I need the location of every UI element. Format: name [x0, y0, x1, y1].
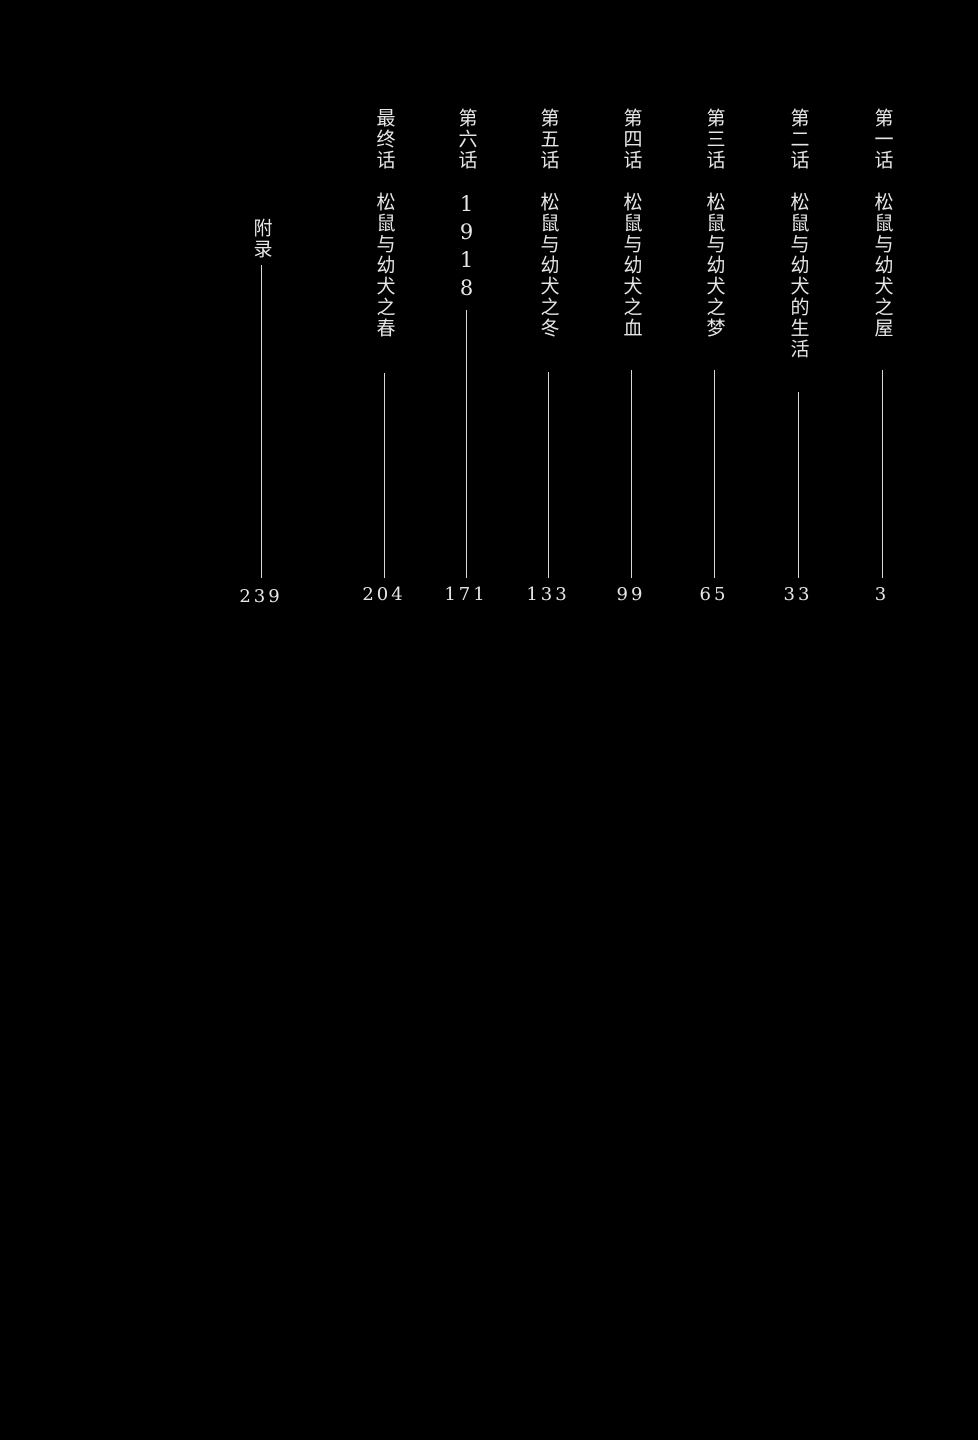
page-number: 99	[616, 584, 646, 605]
page-number: 33	[783, 584, 813, 605]
chapter-title: 松鼠与幼犬之血	[620, 192, 643, 339]
leader-line	[261, 265, 262, 578]
toc-entry[interactable]: 第六话 1918 171	[444, 0, 488, 620]
leader-line	[548, 372, 549, 578]
chapter-label: 第五话	[537, 108, 560, 171]
chapter-label: 第二话	[787, 108, 810, 171]
page-number: 133	[526, 584, 570, 605]
leader-line	[466, 310, 467, 578]
chapter-title: 松鼠与幼犬之冬	[537, 192, 560, 339]
chapter-label: 最终话	[373, 108, 396, 171]
entry-heading: 第五话 松鼠与幼犬之冬	[537, 108, 560, 339]
chapter-title: 1918	[454, 192, 479, 304]
page-number: 204	[362, 584, 406, 605]
chapter-label: 附录	[250, 218, 273, 260]
leader-line	[714, 370, 715, 578]
page-number: 239	[239, 586, 283, 607]
toc-entry[interactable]: 最终话 松鼠与幼犬之春 204	[362, 0, 406, 620]
entry-heading: 第四话 松鼠与幼犬之血	[620, 108, 643, 339]
chapter-title: 松鼠与幼犬之梦	[703, 192, 726, 339]
toc-entry[interactable]: 第五话 松鼠与幼犬之冬 133	[526, 0, 570, 620]
toc-entry[interactable]: 第四话 松鼠与幼犬之血 99	[611, 0, 651, 620]
page-number: 3	[874, 584, 890, 605]
toc-entry[interactable]: 第二话 松鼠与幼犬的生活 33	[778, 0, 818, 620]
page-number: 65	[699, 584, 729, 605]
entry-heading: 第六话 1918	[454, 108, 479, 304]
toc-entry[interactable]: 第三话 松鼠与幼犬之梦 65	[694, 0, 734, 620]
chapter-label: 第三话	[703, 108, 726, 171]
chapter-label: 第一话	[871, 108, 894, 171]
entry-heading: 第一话 松鼠与幼犬之屋	[871, 108, 894, 339]
chapter-title: 松鼠与幼犬的生活	[787, 192, 810, 360]
chapter-title: 松鼠与幼犬之春	[373, 192, 396, 339]
chapter-label: 第六话	[455, 108, 478, 171]
chapter-title: 松鼠与幼犬之屋	[871, 192, 894, 339]
entry-heading: 第二话 松鼠与幼犬的生活	[787, 108, 810, 360]
page-number: 171	[444, 584, 488, 605]
entry-heading: 第三话 松鼠与幼犬之梦	[703, 108, 726, 339]
chapter-label: 第四话	[620, 108, 643, 171]
leader-line	[798, 392, 799, 578]
entry-heading: 附录	[250, 218, 273, 260]
toc-entry[interactable]: 附录 239	[239, 0, 283, 620]
entry-heading: 最终话 松鼠与幼犬之春	[373, 108, 396, 339]
leader-line	[384, 373, 385, 578]
leader-line	[631, 370, 632, 578]
toc-entry[interactable]: 第一话 松鼠与幼犬之屋 3	[862, 0, 902, 620]
leader-line	[882, 370, 883, 578]
